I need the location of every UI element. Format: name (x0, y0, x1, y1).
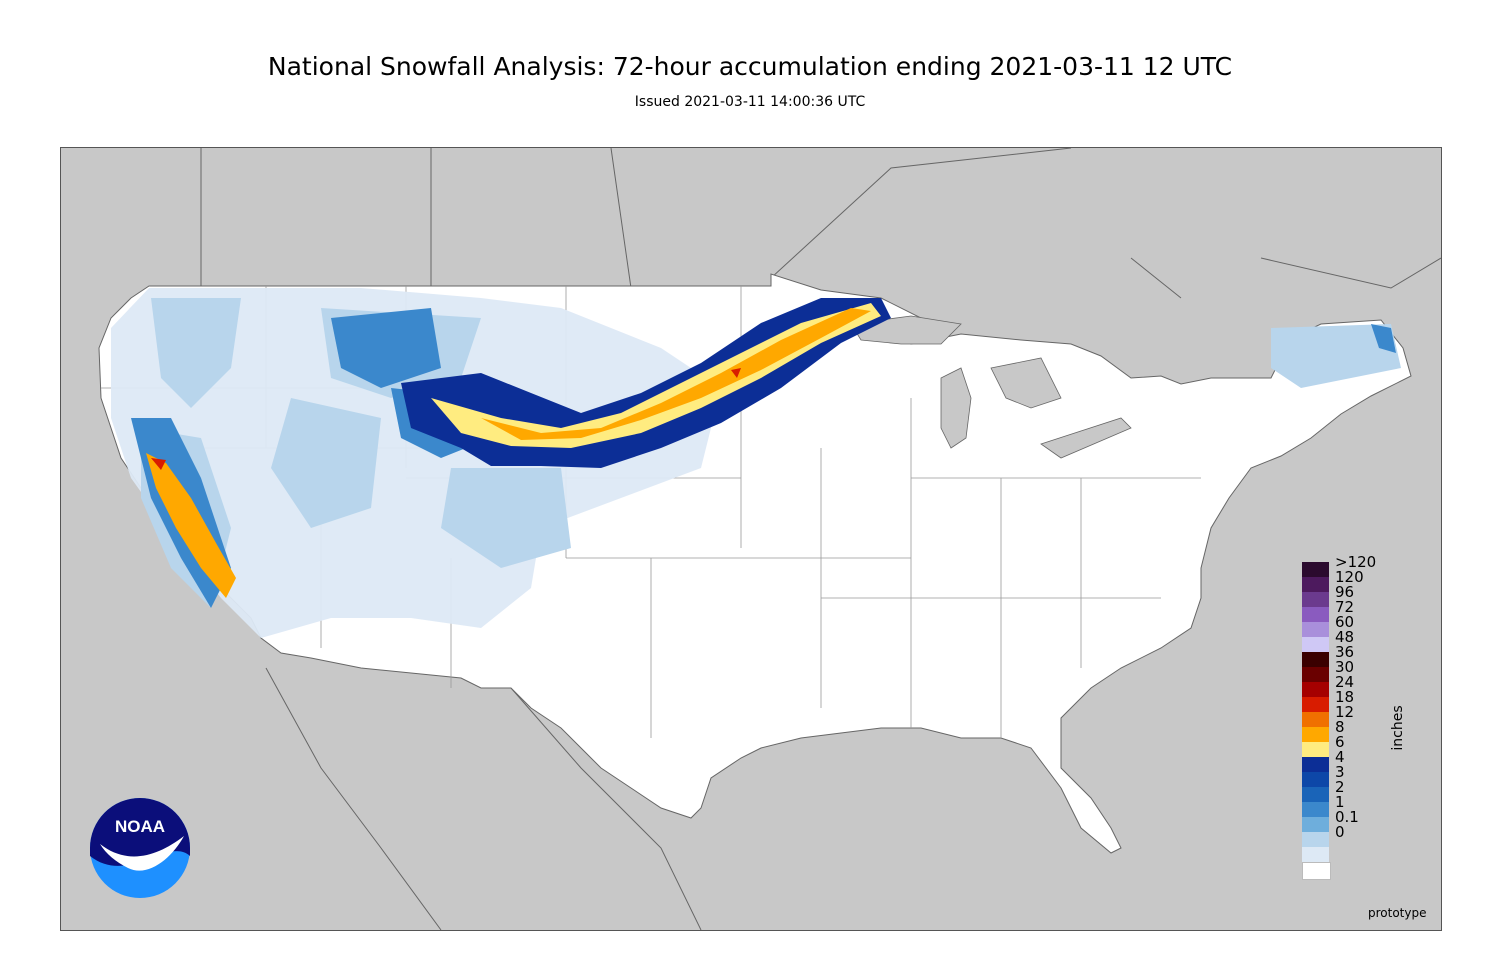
map-title: National Snowfall Analysis: 72-hour accu… (267, 52, 1233, 81)
legend-label: 18 (1335, 688, 1355, 706)
legend-swatch (1302, 622, 1329, 638)
legend-label: 0.1 (1335, 808, 1359, 826)
snowfall-light (111, 288, 721, 638)
legend-label: 96 (1335, 583, 1355, 601)
legend-label: 30 (1335, 658, 1355, 676)
snowfall-band-yellow (431, 303, 881, 448)
legend-label: 36 (1335, 643, 1355, 661)
legend-label: 6 (1335, 733, 1345, 751)
legend-swatch (1302, 562, 1329, 578)
legend-swatch (1302, 847, 1329, 863)
legend-swatch (1302, 697, 1329, 713)
legend-swatch (1302, 592, 1329, 608)
legend-label: 8 (1335, 718, 1345, 736)
legend-swatch (1302, 712, 1329, 728)
legend-swatch (1302, 577, 1329, 593)
mexico-coast (265, 667, 702, 930)
legend-swatch (1302, 772, 1329, 788)
legend-units: inches (1390, 705, 1406, 751)
svg-text:NOAA: NOAA (115, 817, 165, 836)
legend-label: 60 (1335, 613, 1355, 631)
lake-huron (990, 357, 1062, 409)
legend-label: 120 (1335, 568, 1364, 586)
legend-swatch (1302, 682, 1329, 698)
snowfall-band-orange (481, 308, 871, 440)
legend-swatch (1302, 607, 1329, 623)
sierra-heavy (146, 453, 236, 598)
legend-label: 2 (1335, 778, 1345, 796)
legend-label: 4 (1335, 748, 1345, 766)
legend-swatch (1302, 802, 1329, 818)
legend-swatch (1302, 757, 1329, 773)
legend-swatch (1302, 667, 1329, 683)
legend-swatch (1302, 742, 1329, 758)
lake-erie (1040, 417, 1132, 459)
prototype-label: prototype (1368, 906, 1427, 920)
legend-swatch (1302, 637, 1329, 653)
legend-label: 1 (1335, 793, 1345, 811)
canada-border (200, 148, 1441, 299)
legend-swatch (1302, 817, 1329, 833)
map-panel[interactable] (60, 147, 1442, 931)
legend-swatch (1302, 862, 1331, 880)
noaa-logo: NOAA (90, 798, 190, 898)
legend-label: 48 (1335, 628, 1355, 646)
issued-timestamp: Issued 2021-03-11 14:00:36 UTC (634, 94, 866, 110)
legend-label: 12 (1335, 703, 1355, 721)
legend-label: >120 (1335, 553, 1377, 571)
plains-peak (731, 368, 741, 378)
legend-label: 24 (1335, 673, 1355, 691)
lake-michigan (940, 367, 972, 449)
legend-swatch (1302, 727, 1329, 743)
legend-swatch (1302, 652, 1329, 668)
sierra-peak (151, 458, 166, 470)
legend-swatch (1302, 787, 1329, 803)
legend-label: 72 (1335, 598, 1355, 616)
snowfall-map (98, 148, 1441, 930)
legend-label: 3 (1335, 763, 1345, 781)
legend-swatch (1302, 832, 1329, 848)
legend-label: 0 (1335, 823, 1345, 841)
